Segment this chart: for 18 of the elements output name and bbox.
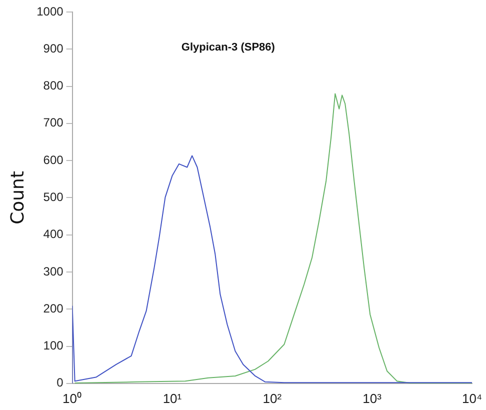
y-tick-label: 500 (43, 190, 64, 204)
y-tick-label: 100 (43, 338, 64, 353)
text: Glypican-3 (SP86) (181, 41, 276, 54)
x-tick-label: 10⁴ (462, 390, 482, 406)
y-tick-label: 1000 (36, 4, 64, 18)
y-tick-label: 600 (43, 152, 64, 167)
y-tick-label: 0 (56, 376, 64, 390)
x-tick-label: 10² (262, 390, 282, 406)
y-tick-label: 800 (43, 78, 64, 93)
y-tick-label: 300 (43, 264, 64, 278)
y-tick-label: 200 (43, 301, 64, 316)
y-tick-label: 700 (43, 116, 64, 130)
y-tick-label: 900 (43, 41, 64, 56)
x-tick-label: 10³ (362, 390, 382, 406)
x-tick-label: 10¹ (162, 390, 182, 406)
x-tick-label: 10⁰ (62, 390, 82, 406)
y-axis-title: Count (7, 170, 28, 224)
y-tick-label: 400 (43, 227, 64, 242)
